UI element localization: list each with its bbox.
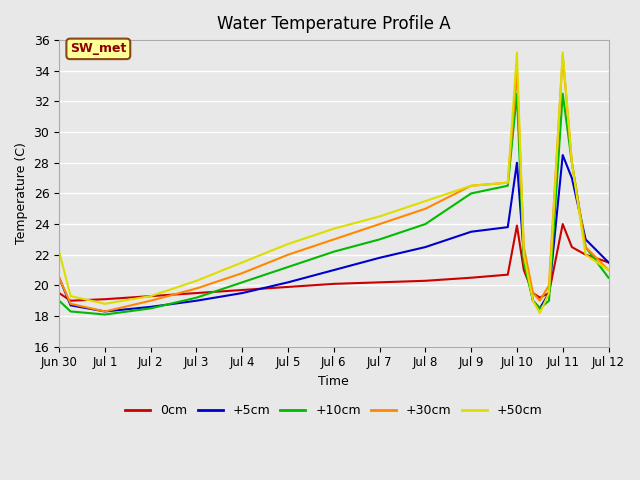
Legend: 0cm, +5cm, +10cm, +30cm, +50cm: 0cm, +5cm, +10cm, +30cm, +50cm (120, 399, 547, 422)
Y-axis label: Temperature (C): Temperature (C) (15, 143, 28, 244)
Text: SW_met: SW_met (70, 42, 127, 55)
X-axis label: Time: Time (319, 375, 349, 388)
Title: Water Temperature Profile A: Water Temperature Profile A (217, 15, 451, 33)
